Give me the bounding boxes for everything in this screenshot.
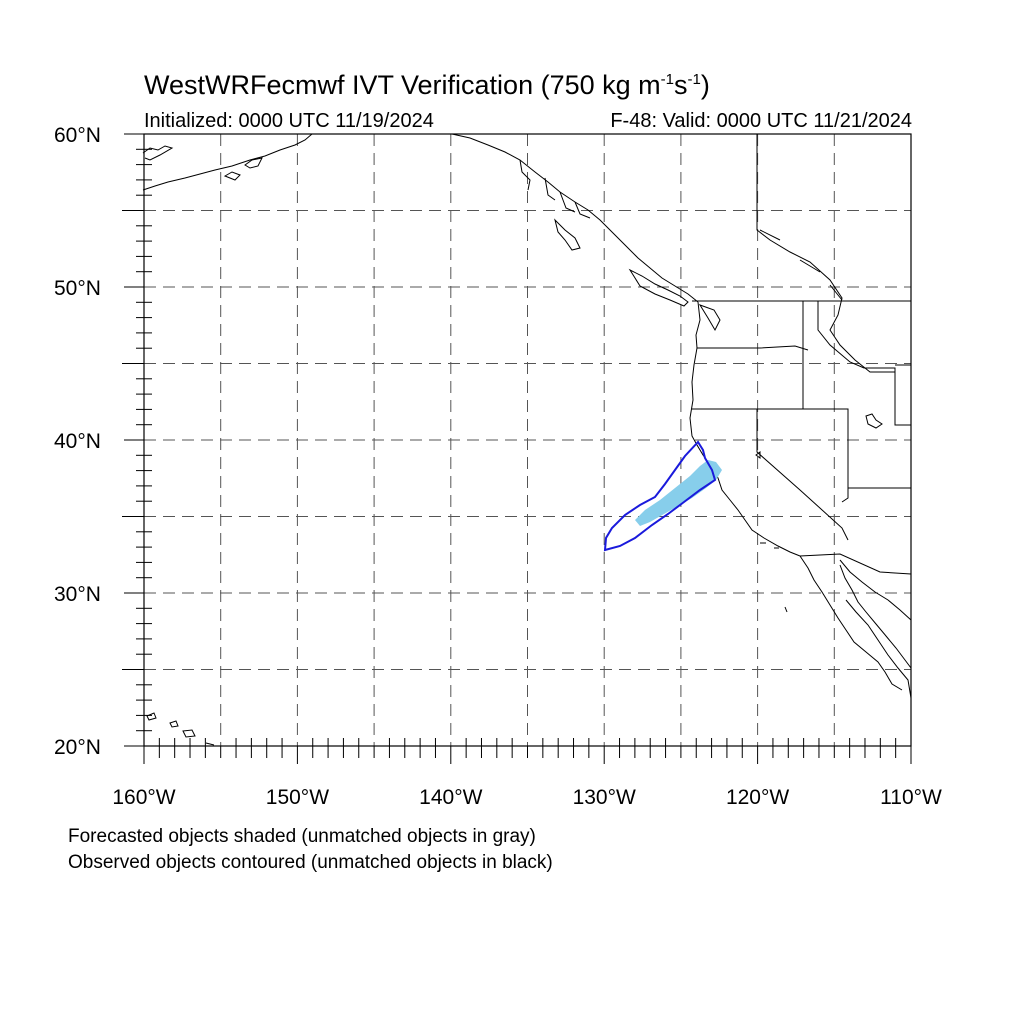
- axis-ticks: [122, 133, 912, 764]
- lat-label: 30°N: [54, 583, 101, 606]
- lon-label: 140°W: [419, 786, 482, 809]
- observed-footnote: Observed objects contoured (unmatched ob…: [68, 852, 553, 873]
- longitude-labels: 160°W 150°W 140°W 130°W 120°W 110°W: [112, 786, 942, 809]
- lon-label: 110°W: [880, 786, 942, 809]
- lat-label: 60°N: [54, 124, 101, 147]
- map-frame: [143, 133, 912, 747]
- forecast-footnote: Forecasted objects shaded (unmatched obj…: [68, 826, 536, 847]
- map-title: WestWRFecmwf IVT Verification (750 kg m-…: [144, 70, 710, 100]
- lat-label: 50°N: [54, 277, 101, 300]
- lon-label: 160°W: [112, 786, 175, 809]
- latitude-labels: 60°N 50°N 40°N 30°N 20°N: [54, 124, 101, 759]
- lon-label: 120°W: [726, 786, 789, 809]
- lon-label: 150°W: [266, 786, 329, 809]
- valid-time-label: F-48: Valid: 0000 UTC 11/21/2024: [610, 110, 912, 132]
- coastlines: [142, 133, 912, 746]
- initialized-label: Initialized: 0000 UTC 11/19/2024: [144, 110, 434, 132]
- observed-object: [603, 440, 717, 552]
- lon-label: 130°W: [573, 786, 636, 809]
- lat-label: 40°N: [54, 430, 101, 453]
- forecast-object: [635, 460, 722, 526]
- political-boundaries: [692, 134, 912, 575]
- graticule: [144, 134, 911, 746]
- lat-label: 20°N: [54, 736, 101, 759]
